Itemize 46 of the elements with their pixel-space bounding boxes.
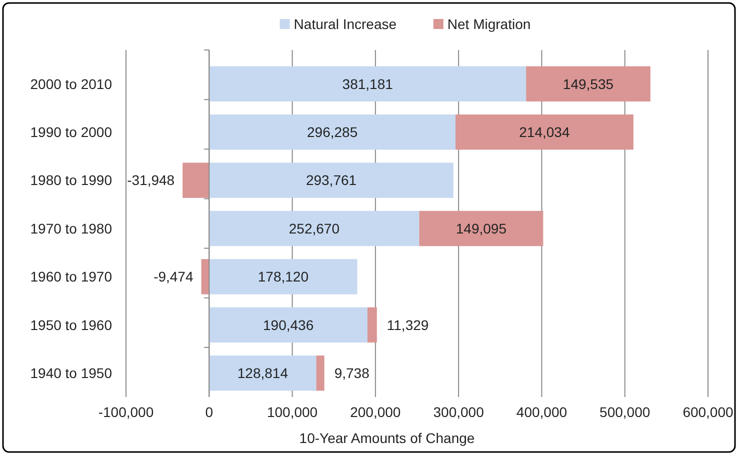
- data-label: 293,761: [306, 172, 357, 188]
- bar: [367, 307, 377, 343]
- data-label: 190,436: [263, 316, 314, 333]
- x-tick-label: -100,000: [98, 404, 154, 420]
- bar: [455, 114, 634, 150]
- data-label: 9,738: [334, 365, 370, 382]
- y-tick-label: 1940 to 1950: [30, 365, 112, 382]
- bar: [209, 210, 420, 246]
- bar: [209, 162, 454, 198]
- x-tick-label: 600,000: [682, 404, 734, 420]
- data-label: 149,535: [562, 76, 614, 92]
- x-tick-label: 100,000: [266, 404, 318, 420]
- x-axis-title: 10-Year Amounts of Change: [299, 430, 475, 446]
- y-tick-label: 2000 to 2010: [30, 76, 112, 92]
- data-label: 128,814: [237, 365, 288, 382]
- bar: [209, 66, 526, 102]
- x-tick-label: 400,000: [516, 404, 568, 420]
- bar: [316, 356, 324, 391]
- y-tick-label: 1970 to 1980: [30, 220, 112, 236]
- data-label: 11,329: [386, 316, 429, 333]
- x-tick-label: 200,000: [350, 404, 401, 420]
- bar: [209, 114, 456, 150]
- bar: [209, 259, 358, 294]
- bar: [209, 356, 316, 391]
- data-label: 214,034: [519, 124, 570, 140]
- bar: [419, 210, 544, 246]
- y-tick-label: 1960 to 1970: [30, 268, 112, 285]
- y-tick-label: 1990 to 2000: [30, 124, 112, 140]
- data-label: 149,095: [456, 220, 507, 236]
- y-tick-label: 1980 to 1990: [30, 172, 112, 188]
- legend-label: Natural Increase: [294, 16, 397, 32]
- data-label: 296,285: [307, 124, 358, 140]
- data-label: 252,670: [288, 220, 340, 236]
- legend-label: Net Migration: [447, 16, 531, 32]
- bar: [209, 307, 368, 343]
- x-tick-label: 0: [205, 404, 214, 420]
- data-label: -31,948: [127, 172, 175, 188]
- x-tick-label: 500,000: [600, 404, 650, 420]
- bar: [201, 259, 210, 294]
- bar: [526, 66, 650, 102]
- bar: [182, 162, 210, 198]
- data-label: -9,474: [154, 268, 194, 285]
- data-label: 178,120: [258, 268, 309, 285]
- y-tick-label: 1950 to 1960: [30, 316, 112, 333]
- x-tick-label: 300,000: [433, 404, 484, 420]
- data-label: 381,181: [342, 76, 394, 92]
